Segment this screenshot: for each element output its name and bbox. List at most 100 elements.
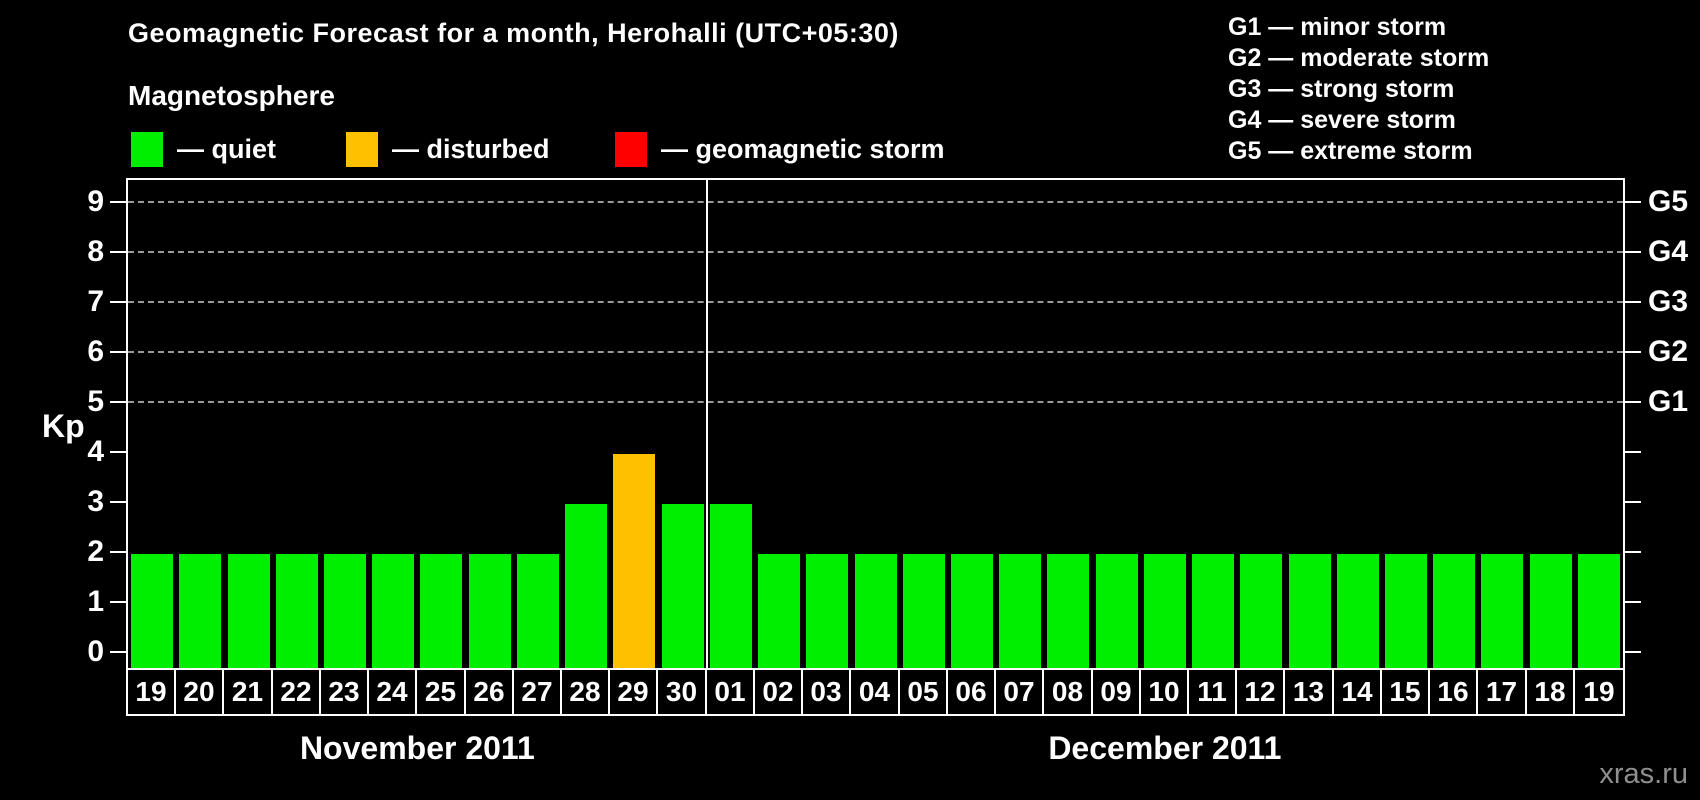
legend-item-storm: — geomagnetic storm xyxy=(615,132,945,167)
day-cell-label: 08 xyxy=(1051,676,1084,707)
bar-day-11 xyxy=(1192,554,1234,670)
day-cell: 19 xyxy=(128,670,176,714)
day-cell-label: 17 xyxy=(1485,676,1518,707)
bar-day-13 xyxy=(1289,554,1331,670)
day-cell: 16 xyxy=(1430,670,1478,714)
g-scale-label-g3: G3 xyxy=(1648,285,1689,318)
y-tick-label-1: 1 xyxy=(87,585,104,618)
right-tick-kp3 xyxy=(1625,501,1641,503)
bar-day-07 xyxy=(999,554,1041,670)
day-cell-label: 19 xyxy=(135,676,167,707)
day-cell: 24 xyxy=(369,670,417,714)
bar-day-04 xyxy=(855,554,897,670)
left-tick-kp4 xyxy=(110,451,126,453)
y-tick-label-8: 8 xyxy=(87,235,104,268)
day-cell: 22 xyxy=(273,670,321,714)
day-cell-label: 26 xyxy=(473,676,505,707)
right-tick-kp0 xyxy=(1625,651,1641,653)
legend-label-disturbed: — disturbed xyxy=(392,134,550,164)
day-cell-label: 19 xyxy=(1583,676,1615,707)
day-cell: 15 xyxy=(1382,670,1430,714)
bar-day-24 xyxy=(372,554,414,670)
g-scale-label-g2: G2 xyxy=(1648,335,1689,368)
g-legend-line-2: G2 — moderate storm xyxy=(1228,44,1490,72)
right-tick-kp7 xyxy=(1625,301,1641,303)
bar-day-05 xyxy=(903,554,945,670)
day-cell: 12 xyxy=(1237,670,1285,714)
day-cell: 21 xyxy=(224,670,273,714)
y-tick-label-7: 7 xyxy=(87,285,104,318)
bar-day-25 xyxy=(420,554,462,670)
left-tick-kp5 xyxy=(110,401,126,403)
day-cell: 14 xyxy=(1334,670,1382,714)
y-axis-label: Kp xyxy=(42,408,85,444)
day-cell-label: 10 xyxy=(1148,676,1180,707)
plot-area xyxy=(126,178,1625,670)
left-tick-kp1 xyxy=(110,601,126,603)
month-separator xyxy=(706,180,708,670)
day-cell: 10 xyxy=(1141,670,1189,714)
bar-day-16 xyxy=(1433,554,1475,670)
g-scale-label-g5: G5 xyxy=(1648,185,1689,218)
day-cell: 13 xyxy=(1285,670,1334,714)
day-cell-label: 09 xyxy=(1100,676,1132,707)
day-cell-label: 28 xyxy=(569,676,601,707)
legend-item-quiet: — quiet xyxy=(131,132,276,167)
left-tick-kp9 xyxy=(110,201,126,203)
day-cell: 08 xyxy=(1044,670,1093,714)
day-cell: 18 xyxy=(1527,670,1575,714)
day-cell: 26 xyxy=(466,670,514,714)
day-cell: 27 xyxy=(514,670,562,714)
day-cell-label: 05 xyxy=(907,676,939,707)
page-title: Geomagnetic Forecast for a month, Heroha… xyxy=(128,18,899,48)
legend-item-disturbed: — disturbed xyxy=(346,132,550,167)
left-tick-kp6 xyxy=(110,351,126,353)
right-tick-kp2 xyxy=(1625,551,1641,553)
day-cell-label: 23 xyxy=(328,676,360,707)
day-cell-label: 13 xyxy=(1292,676,1325,707)
day-cell: 23 xyxy=(321,670,369,714)
day-cell: 07 xyxy=(996,670,1044,714)
day-cell-label: 12 xyxy=(1244,676,1276,707)
day-cell: 05 xyxy=(900,670,948,714)
watermark: xras.ru xyxy=(1599,758,1688,790)
day-cell: 03 xyxy=(803,670,851,714)
day-cell: 25 xyxy=(417,670,466,714)
bar-day-21 xyxy=(228,554,270,670)
bar-day-26 xyxy=(469,554,511,670)
bar-day-29 xyxy=(613,454,655,670)
bar-day-19 xyxy=(1578,554,1620,670)
day-cell: 09 xyxy=(1093,670,1141,714)
bar-day-27 xyxy=(517,554,559,670)
g-scale-label-g4: G4 xyxy=(1648,235,1689,268)
day-cell-label: 29 xyxy=(617,676,649,707)
day-cell-label: 11 xyxy=(1197,676,1227,707)
day-cell-label: 04 xyxy=(858,676,891,707)
y-tick-label-3: 3 xyxy=(87,485,104,518)
y-tick-label-0: 0 xyxy=(87,635,104,668)
day-cell: 30 xyxy=(658,670,707,714)
bar-day-22 xyxy=(276,554,318,670)
bar-day-03 xyxy=(806,554,848,670)
day-cell-label: 03 xyxy=(810,676,842,707)
day-cell: 29 xyxy=(610,670,658,714)
g-legend-line-4: G4 — severe storm xyxy=(1228,106,1456,134)
day-cell: 11 xyxy=(1189,670,1237,714)
right-tick-kp9 xyxy=(1625,201,1641,203)
bar-day-01 xyxy=(710,504,752,670)
bar-day-14 xyxy=(1337,554,1379,670)
day-cell-label: 25 xyxy=(424,676,457,707)
day-cell-label: 14 xyxy=(1341,676,1373,707)
bar-day-02 xyxy=(758,554,800,670)
left-tick-kp0 xyxy=(110,651,126,653)
day-cell: 17 xyxy=(1478,670,1527,714)
day-cell-label: 30 xyxy=(665,676,698,707)
y-tick-label-9: 9 xyxy=(87,185,104,218)
legend-swatch-disturbed xyxy=(346,132,378,167)
magnetosphere-legend-heading: Magnetosphere xyxy=(128,80,335,111)
y-tick-label-2: 2 xyxy=(87,535,104,568)
day-cell-label: 27 xyxy=(521,676,553,707)
g-legend-line-1: G1 — minor storm xyxy=(1228,13,1447,41)
legend-label-quiet: — quiet xyxy=(177,134,276,164)
